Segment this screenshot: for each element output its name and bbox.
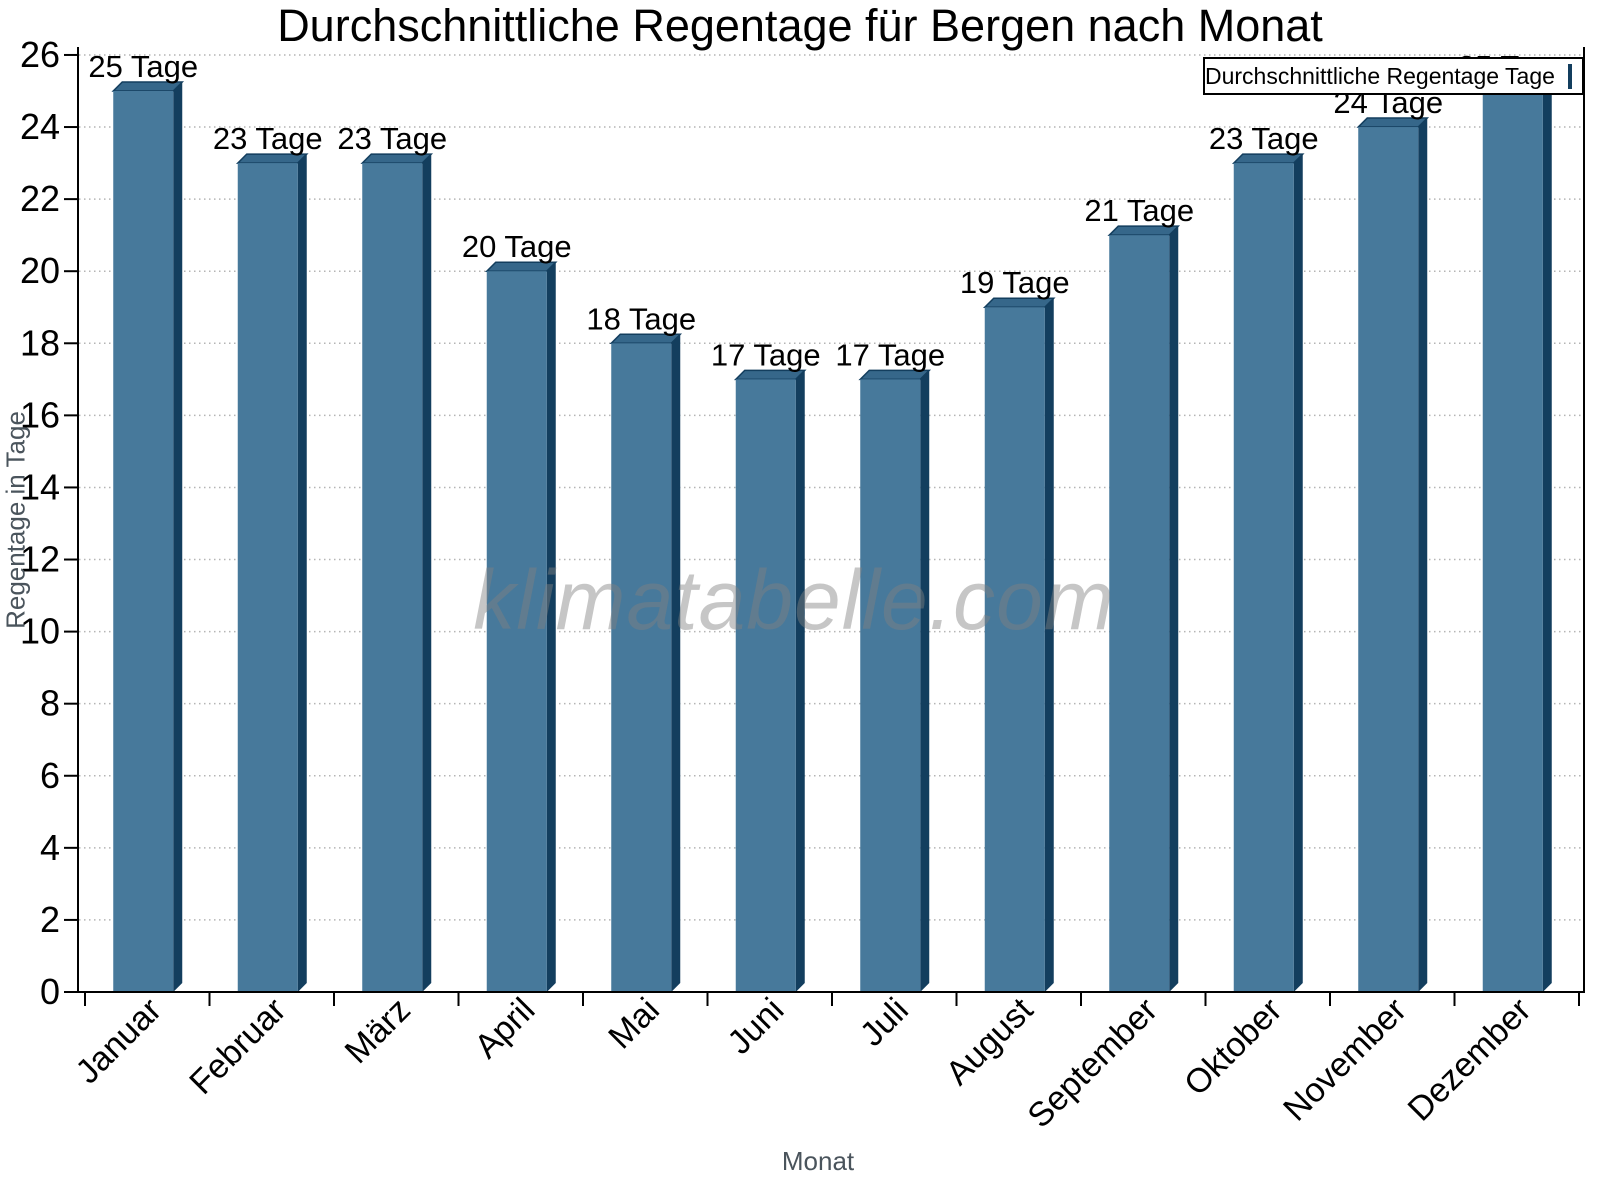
x-tick-label: März <box>338 991 418 1071</box>
bar-side-face <box>1293 154 1303 992</box>
x-tick-label: Mai <box>601 991 667 1057</box>
legend-label: Durchschnittliche Regentage Tage <box>1205 62 1555 89</box>
x-tick-label: Juni <box>720 991 791 1062</box>
bar <box>1109 235 1170 992</box>
x-tick-label: November <box>1276 991 1414 1129</box>
y-tick-label: 4 <box>40 827 60 868</box>
watermark: klimatabelle.com <box>473 553 1115 647</box>
y-tick-label: 8 <box>40 683 60 724</box>
bar-side-face <box>1169 226 1179 992</box>
bar <box>237 163 298 992</box>
y-tick-label: 10 <box>20 611 60 652</box>
bar-value-label: 23 Tage <box>1209 121 1319 156</box>
bar-side-face <box>1044 298 1054 992</box>
bar-value-label: 17 Tage <box>711 337 821 372</box>
y-tick-label: 6 <box>40 755 60 796</box>
bar-value-label: 20 Tage <box>462 229 572 264</box>
bar-value-label: 17 Tage <box>835 337 945 372</box>
x-tick-label: Oktober <box>1177 991 1289 1103</box>
x-axis-title: Monat <box>781 1146 855 1176</box>
bar-value-label: 23 Tage <box>213 121 323 156</box>
y-tick-label: 26 <box>20 34 60 75</box>
y-tick-label: 20 <box>20 250 60 291</box>
bar-value-label: 23 Tage <box>337 121 447 156</box>
chart-title: Durchschnittliche Regentage für Bergen n… <box>277 0 1323 51</box>
x-tick-label: Januar <box>69 991 169 1091</box>
bar <box>860 379 921 992</box>
x-tick-label: Dezember <box>1401 991 1539 1129</box>
bar <box>113 91 174 992</box>
bar-value-label: 25 Tage <box>88 49 198 84</box>
bar <box>1482 91 1543 992</box>
y-tick-label: 12 <box>20 539 60 580</box>
bar-value-label: 21 Tage <box>1084 193 1194 228</box>
bar <box>1358 127 1419 993</box>
legend-swatch-icon <box>1567 63 1572 89</box>
bar <box>984 307 1045 992</box>
x-tick-label: Februar <box>182 991 293 1102</box>
y-tick-label: 0 <box>40 971 60 1012</box>
x-tick-label: April <box>467 991 542 1066</box>
y-axis-title: Regentage in Tage <box>0 411 31 629</box>
y-tick-label: 18 <box>20 322 60 363</box>
bar <box>611 343 672 992</box>
bar-side-face <box>795 370 805 992</box>
bar-side-face <box>546 262 556 992</box>
legend: Durchschnittliche Regentage Tage <box>1203 57 1584 95</box>
bar-side-face <box>297 154 307 992</box>
bar-value-label: 19 Tage <box>960 265 1070 300</box>
x-tick-label: September <box>1020 991 1164 1135</box>
bar-value-label: 18 Tage <box>586 301 696 336</box>
bar-side-face <box>671 334 681 992</box>
y-tick-label: 24 <box>20 106 60 147</box>
bar-side-face <box>1542 82 1552 992</box>
bar-side-face <box>422 154 432 992</box>
x-tick-label: August <box>939 990 1041 1092</box>
bar <box>362 163 423 992</box>
bar <box>1233 163 1294 992</box>
y-tick-label: 14 <box>20 466 60 507</box>
bar-side-face <box>920 370 930 992</box>
bar-side-face <box>1418 118 1428 993</box>
bar-side-face <box>173 82 183 992</box>
y-tick-label: 2 <box>40 899 60 940</box>
y-tick-label: 16 <box>20 394 60 435</box>
bar <box>486 271 547 992</box>
bar <box>735 379 796 992</box>
x-tick-label: Juli <box>853 991 916 1054</box>
y-tick-label: 22 <box>20 178 60 219</box>
